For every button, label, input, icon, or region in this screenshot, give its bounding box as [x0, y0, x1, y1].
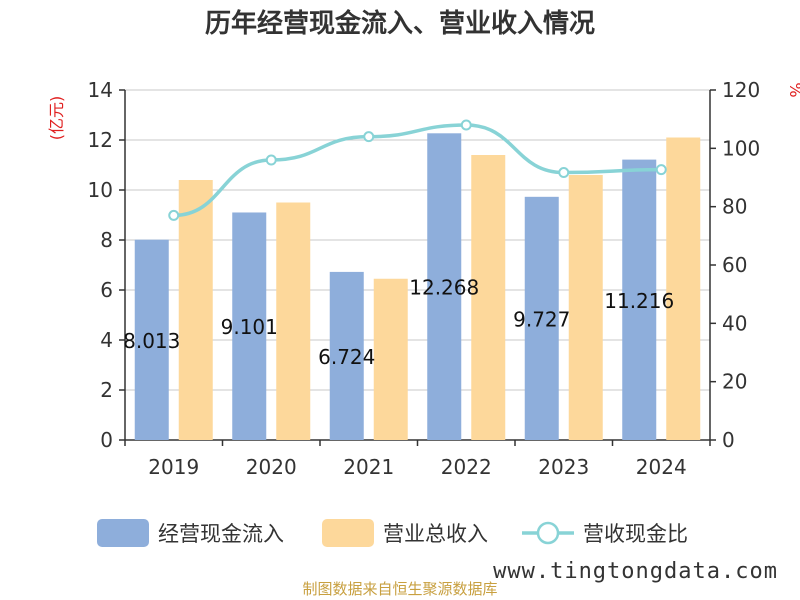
ratio-line-point: [460, 119, 472, 131]
ratio-line-path: [173, 123, 662, 218]
x-tick-label: 2020: [246, 455, 297, 479]
legend-marker-ratio: [536, 521, 560, 545]
right-tick-label: 40: [722, 311, 747, 335]
cash-inflow-label: 6.724: [318, 345, 375, 369]
cash-inflow-label: 12.268: [409, 276, 479, 300]
right-tick-label: 80: [722, 195, 747, 219]
left-tick-label: 2: [100, 378, 113, 402]
left-tick-label: 6: [100, 278, 113, 302]
cash-inflow-label: 8.013: [123, 329, 180, 353]
data-labels: 8.013 9.101 6.724 12.268 9.727 11.216: [123, 276, 674, 369]
x-tick-label: 2024: [636, 455, 687, 479]
cash-inflow-bar: [134, 239, 169, 440]
ratio-line-point: [558, 167, 570, 179]
x-tick-label: 2023: [538, 455, 589, 479]
axes: 0 2 4 6 8 10 12 14 0 20 40 60 80 100 120 (亿元)% 2019 2020 2…: [47, 78, 800, 479]
chart-title: 历年经营现金流入、营业收入情况: [205, 8, 595, 39]
cash-inflow-bar: [622, 159, 657, 440]
revenue-bar: [373, 278, 408, 440]
right-tick-label: 60: [722, 253, 747, 277]
left-tick-label: 0: [100, 428, 113, 452]
left-tick-label: 14: [88, 78, 113, 102]
ratio-line-point: [363, 131, 375, 143]
revenue-bar: [276, 202, 311, 440]
cash-inflow-label: 9.727: [513, 307, 570, 331]
cash-inflow-label: 11.216: [604, 289, 674, 313]
left-tick-label: 8: [100, 228, 113, 252]
ratio-line-point: [655, 164, 667, 176]
left-tick-label: 10: [88, 178, 113, 202]
legend-label-ratio: 营收现金比: [583, 522, 688, 546]
source-note: 制图数据来自恒生聚源数据库: [302, 580, 497, 598]
legend-label-revenue: 营业总收入: [383, 522, 488, 546]
revenue-bar: [666, 137, 701, 440]
revenue-bar: [178, 180, 213, 440]
x-tick-label: 2019: [148, 455, 199, 479]
right-tick-label: 100: [722, 136, 760, 160]
revenue-bar: [568, 175, 603, 440]
cash-inflow-bar: [232, 212, 267, 440]
legend: 经营现金流入 营业总收入 营收现金比: [97, 519, 688, 547]
watermark-text: www.tingtongdata.com: [493, 559, 778, 584]
x-tick-label: 2021: [343, 455, 394, 479]
left-tick-label: 12: [88, 128, 113, 152]
revenue-bar: [471, 155, 506, 440]
legend-label-cash-inflow: 经营现金流入: [158, 522, 284, 546]
legend-swatch-revenue: [322, 519, 374, 547]
ratio-line-point: [265, 154, 277, 166]
right-axis-unit: %: [786, 82, 800, 97]
left-axis-unit: (亿元): [47, 96, 66, 141]
cash-inflow-bar: [329, 271, 364, 440]
cash-inflow-bar: [427, 133, 462, 441]
ratio-line-point: [168, 209, 180, 221]
right-tick-label: 0: [722, 428, 735, 452]
left-tick-label: 4: [100, 328, 113, 352]
x-tick-label: 2022: [441, 455, 492, 479]
cash-inflow-bar: [524, 196, 559, 440]
right-tick-label: 20: [722, 370, 747, 394]
cash-inflow-label: 9.101: [221, 315, 278, 339]
bars: [134, 133, 701, 441]
right-tick-label: 120: [722, 78, 760, 102]
ratio-line: [168, 119, 667, 221]
legend-swatch-cash-inflow: [97, 519, 149, 547]
